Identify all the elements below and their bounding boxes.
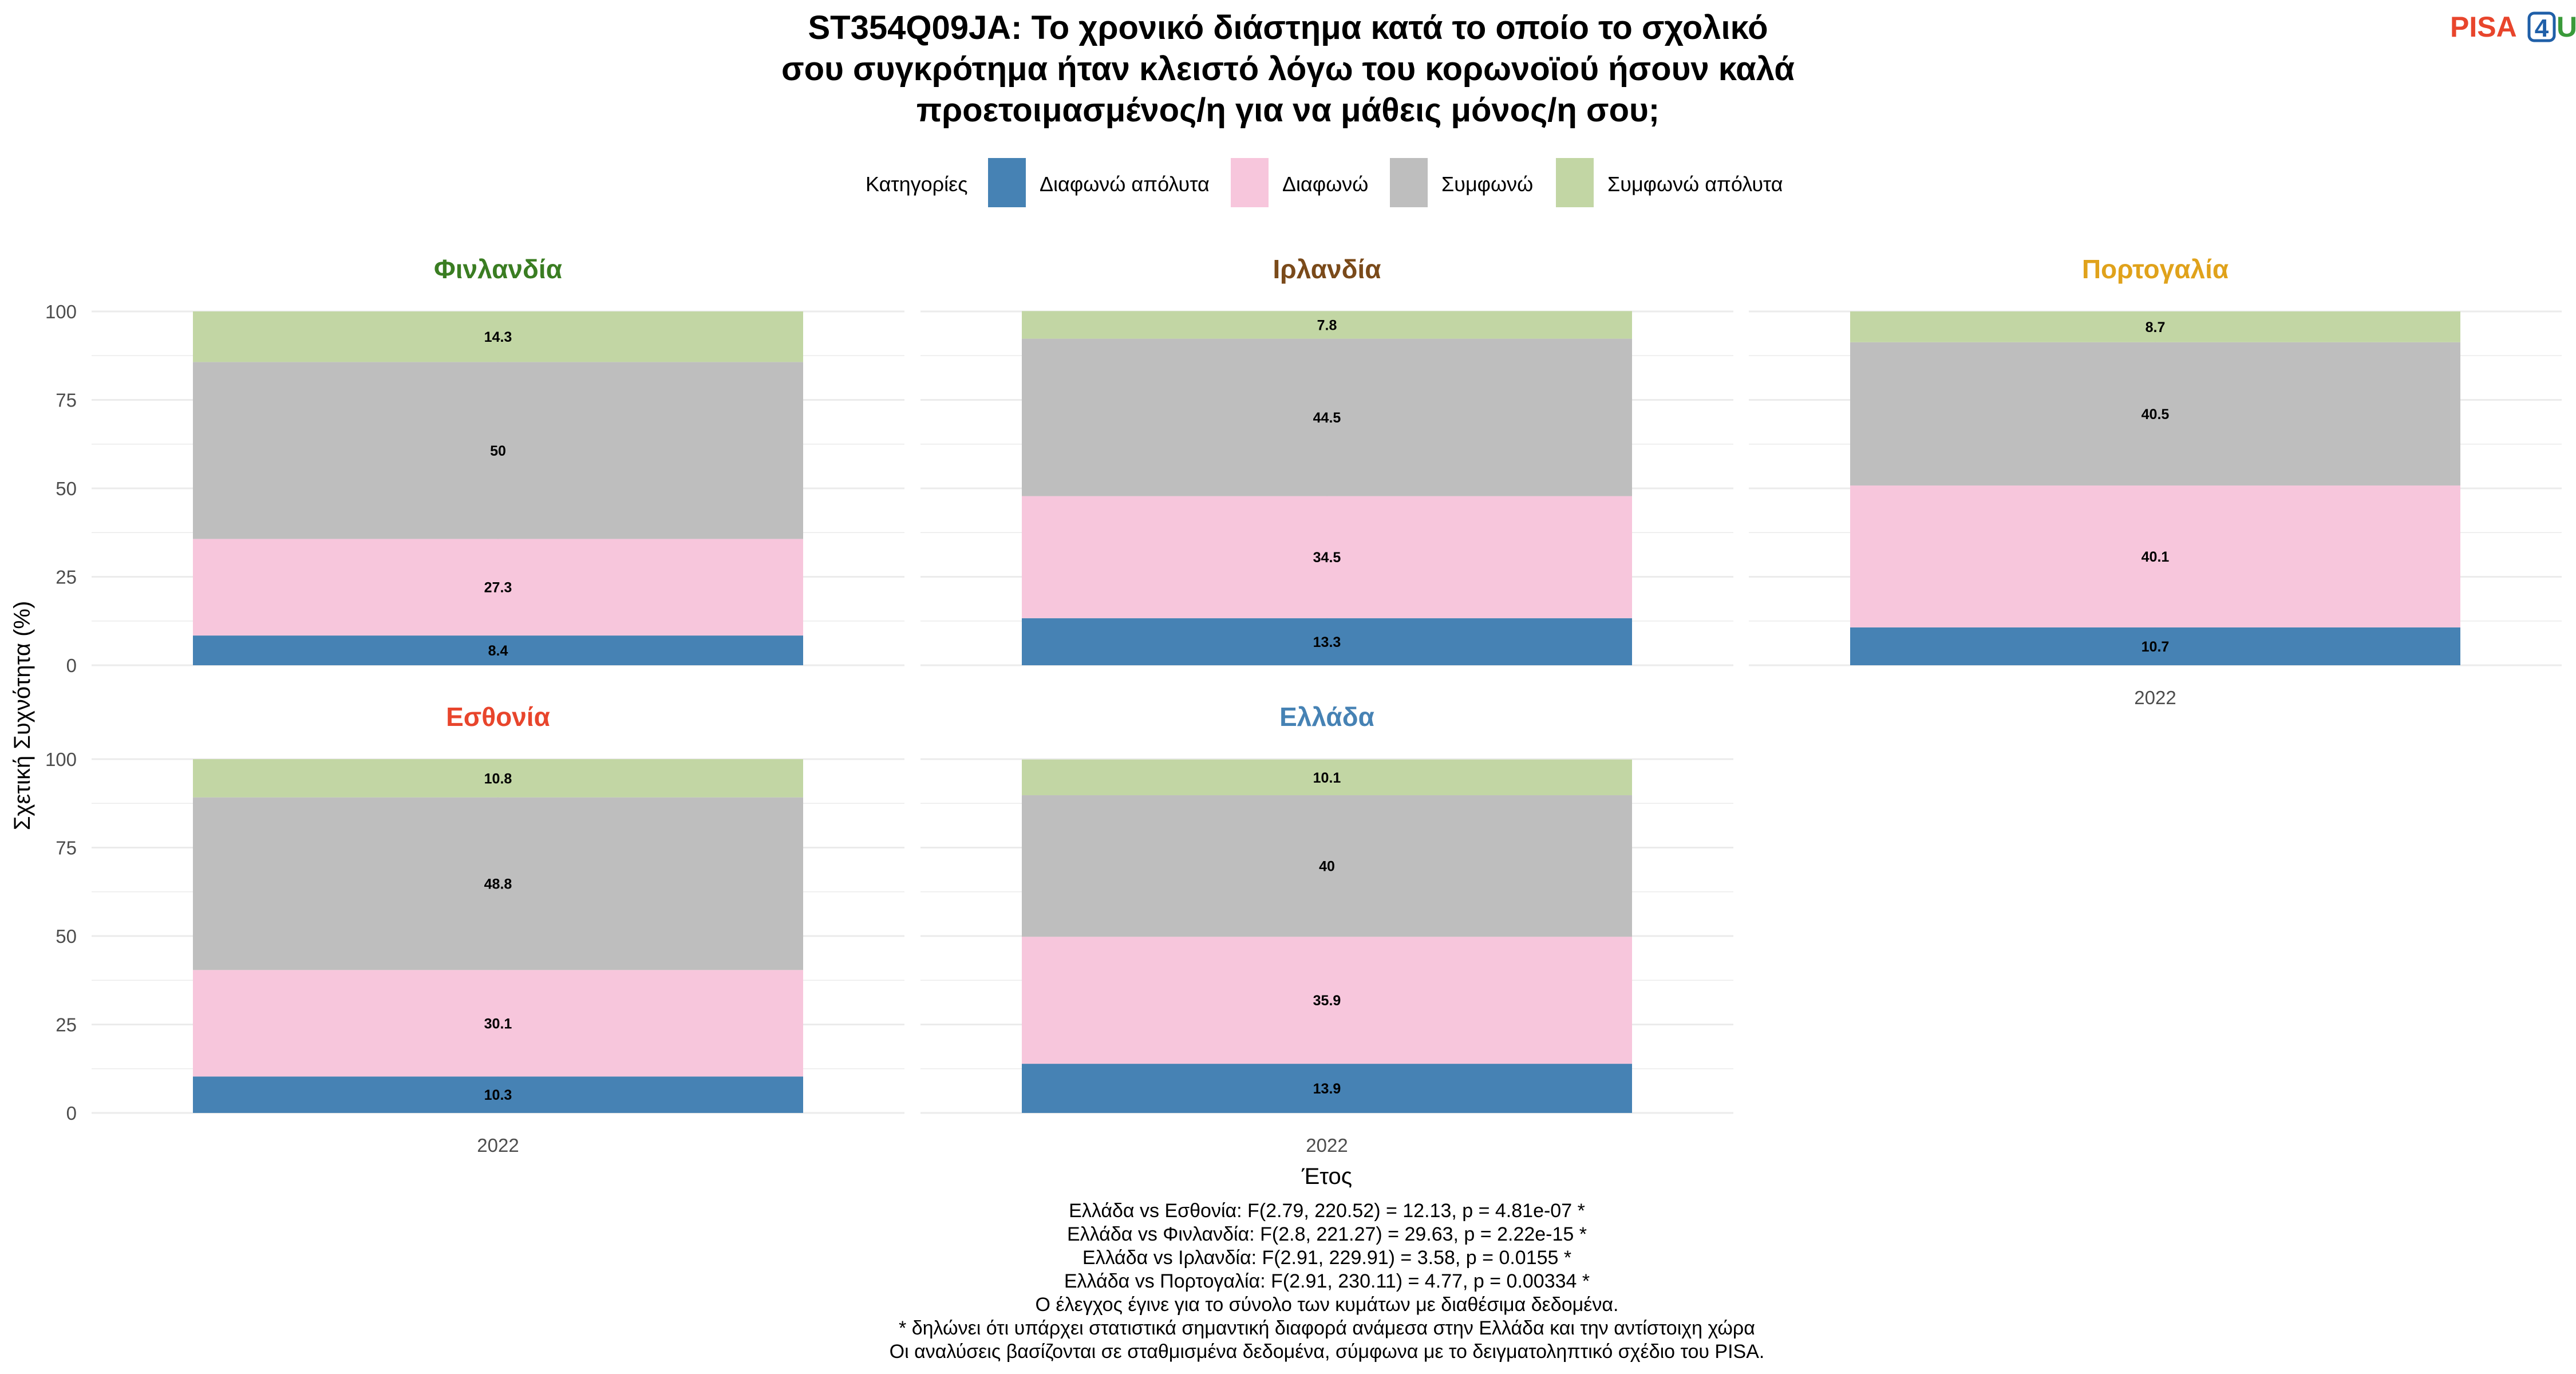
legend-swatch [988,158,1026,207]
legend-label: Συμφωνώ απόλυτα [1607,172,1783,196]
data-label: 40.1 [2142,549,2170,565]
bar-segment [193,539,803,636]
y-tick-label: 100 [45,301,77,322]
y-tick-label: 100 [45,749,77,770]
legend-label: Διαφωνώ [1282,172,1368,196]
legend-label: Συμφωνώ [1441,172,1533,196]
data-label: 14.3 [484,329,512,345]
bar-segment [193,759,803,797]
footnote-line: Ελλάδα vs Πορτογαλία: F(2.91, 230.11) = … [1064,1270,1590,1292]
y-tick-label: 0 [66,655,77,676]
title-line-3: προετοιμασμένος/η για να μάθεις μόνος/η … [916,92,1660,129]
y-axis-title: Σχετική Συχνότητα (%) [10,601,35,831]
data-label: 35.9 [1313,993,1341,1009]
data-label: 30.1 [484,1016,512,1032]
data-label: 44.5 [1313,410,1341,426]
facet-panel: Φινλανδία 0 25 50 75 100 8.4 27.3 50 14.3 [45,254,904,676]
chart-title: ST354Q09JA: Το χρονικό διάστημα κατά το … [781,9,1795,129]
facet-title: Πορτογαλία [2082,254,2229,284]
title-line-1: ST354Q09JA: Το χρονικό διάστημα κατά το … [808,9,1768,46]
facet-panels: Φινλανδία 0 25 50 75 100 8.4 27.3 50 14.3 Ιρλανδία… [45,254,2562,1156]
bar-segment [1850,342,2460,486]
logo-text: PISA [2450,11,2517,43]
title-line-2: σου συγκρότημα ήταν κλειστό λόγω του κορ… [781,50,1795,88]
y-tick-label: 75 [56,390,77,411]
legend: Κατηγορίες Διαφωνώ απόλυτα Διαφωνώ Συμφωνώ… [866,158,1783,207]
y-tick-label: 25 [56,1014,77,1036]
bar-segment [193,311,803,362]
data-label: 50 [490,443,506,459]
bar-segment [193,970,803,1077]
pisa4u-logo: PISA 4 U [2450,11,2576,43]
facet-panel: Πορτογαλία 2022 10.7 40.1 40.5 8.7 [1749,254,2562,708]
data-label: 48.8 [484,876,512,893]
bar-segment [193,635,803,665]
facet-title: Εσθονία [446,702,550,732]
footnotes: Ελλάδα vs Εσθονία: F(2.79, 220.52) = 12.… [890,1200,1765,1363]
legend-swatch [1390,158,1428,207]
data-label: 40.5 [2142,406,2170,423]
bar-segment [1022,937,1632,1064]
legend-swatch [1231,158,1269,207]
legend-swatch [1556,158,1594,207]
legend-title: Κατηγορίες [866,172,968,196]
facet-title: Φινλανδία [434,254,562,284]
footnote-line: Ελλάδα vs Ιρλανδία: F(2.91, 229.91) = 3.… [1082,1247,1571,1269]
footnote-line: * δηλώνει ότι υπάρχει στατιστικά σημαντι… [899,1317,1755,1339]
data-label: 10.1 [1313,770,1341,786]
bar-segment [1022,795,1632,937]
footnote-line: Οι αναλύσεις βασίζονται σε σταθμισμένα δ… [890,1341,1765,1363]
bar-segment [1022,759,1632,796]
bar-segment [1022,496,1632,618]
logo-digit: 4 [2535,14,2549,42]
data-label: 7.8 [1317,317,1337,333]
facet-panel: Ιρλανδία 13.3 34.5 44.5 7.8 [920,254,1733,666]
bar-segment [1850,485,2460,627]
facet-title: Ιρλανδία [1273,254,1381,284]
data-label: 13.3 [1313,634,1341,650]
footnote-line: Ελλάδα vs Εσθονία: F(2.79, 220.52) = 12.… [1069,1200,1585,1222]
logo-u: U [2557,11,2576,43]
bar-segment [1022,311,1632,339]
data-label: 40 [1319,859,1335,875]
footnote-line: Ελλάδα vs Φινλανδία: F(2.8, 221.27) = 29… [1067,1223,1587,1245]
bar-segment [1850,311,2460,342]
bar-segment [1850,627,2460,665]
facet-title: Ελλάδα [1279,702,1374,732]
bar-segment [1022,618,1632,665]
data-label: 34.5 [1313,550,1341,566]
facet-panel: Εσθονία 0 25 50 75 100 2022 10.3 30.1 48.8 10.8 [45,702,904,1156]
bar-segment [1022,338,1632,496]
bar-segment [193,1076,803,1113]
y-tick-label: 0 [66,1103,77,1124]
data-label: 10.7 [2142,639,2170,655]
footnote-line: Ο έλεγχος έγινε για το σύνολο των κυμάτω… [1036,1294,1619,1316]
x-tick-label: 2022 [1306,1135,1348,1156]
logo-pisa: PISA [2450,11,2517,43]
x-tick-label: 2022 [2134,687,2176,708]
data-label: 13.9 [1313,1081,1341,1097]
x-axis-title: Έτος [1301,1164,1352,1189]
y-tick-label: 50 [56,478,77,499]
y-tick-label: 25 [56,567,77,588]
logo-digit-box [2527,11,2556,42]
data-label: 10.3 [484,1087,512,1103]
y-tick-label: 50 [56,926,77,947]
bar-segment [193,362,803,539]
legend-label: Διαφωνώ απόλυτα [1040,172,1210,196]
y-tick-label: 75 [56,838,77,859]
data-label: 27.3 [484,580,512,596]
bar-segment [193,797,803,970]
data-label: 10.8 [484,771,512,787]
data-label: 8.4 [488,643,508,659]
data-label: 8.7 [2146,319,2166,335]
bar-segment [1022,1064,1632,1113]
facet-panel: Ελλάδα 2022 13.9 35.9 40 10.1 [920,702,1733,1156]
x-tick-label: 2022 [477,1135,519,1156]
